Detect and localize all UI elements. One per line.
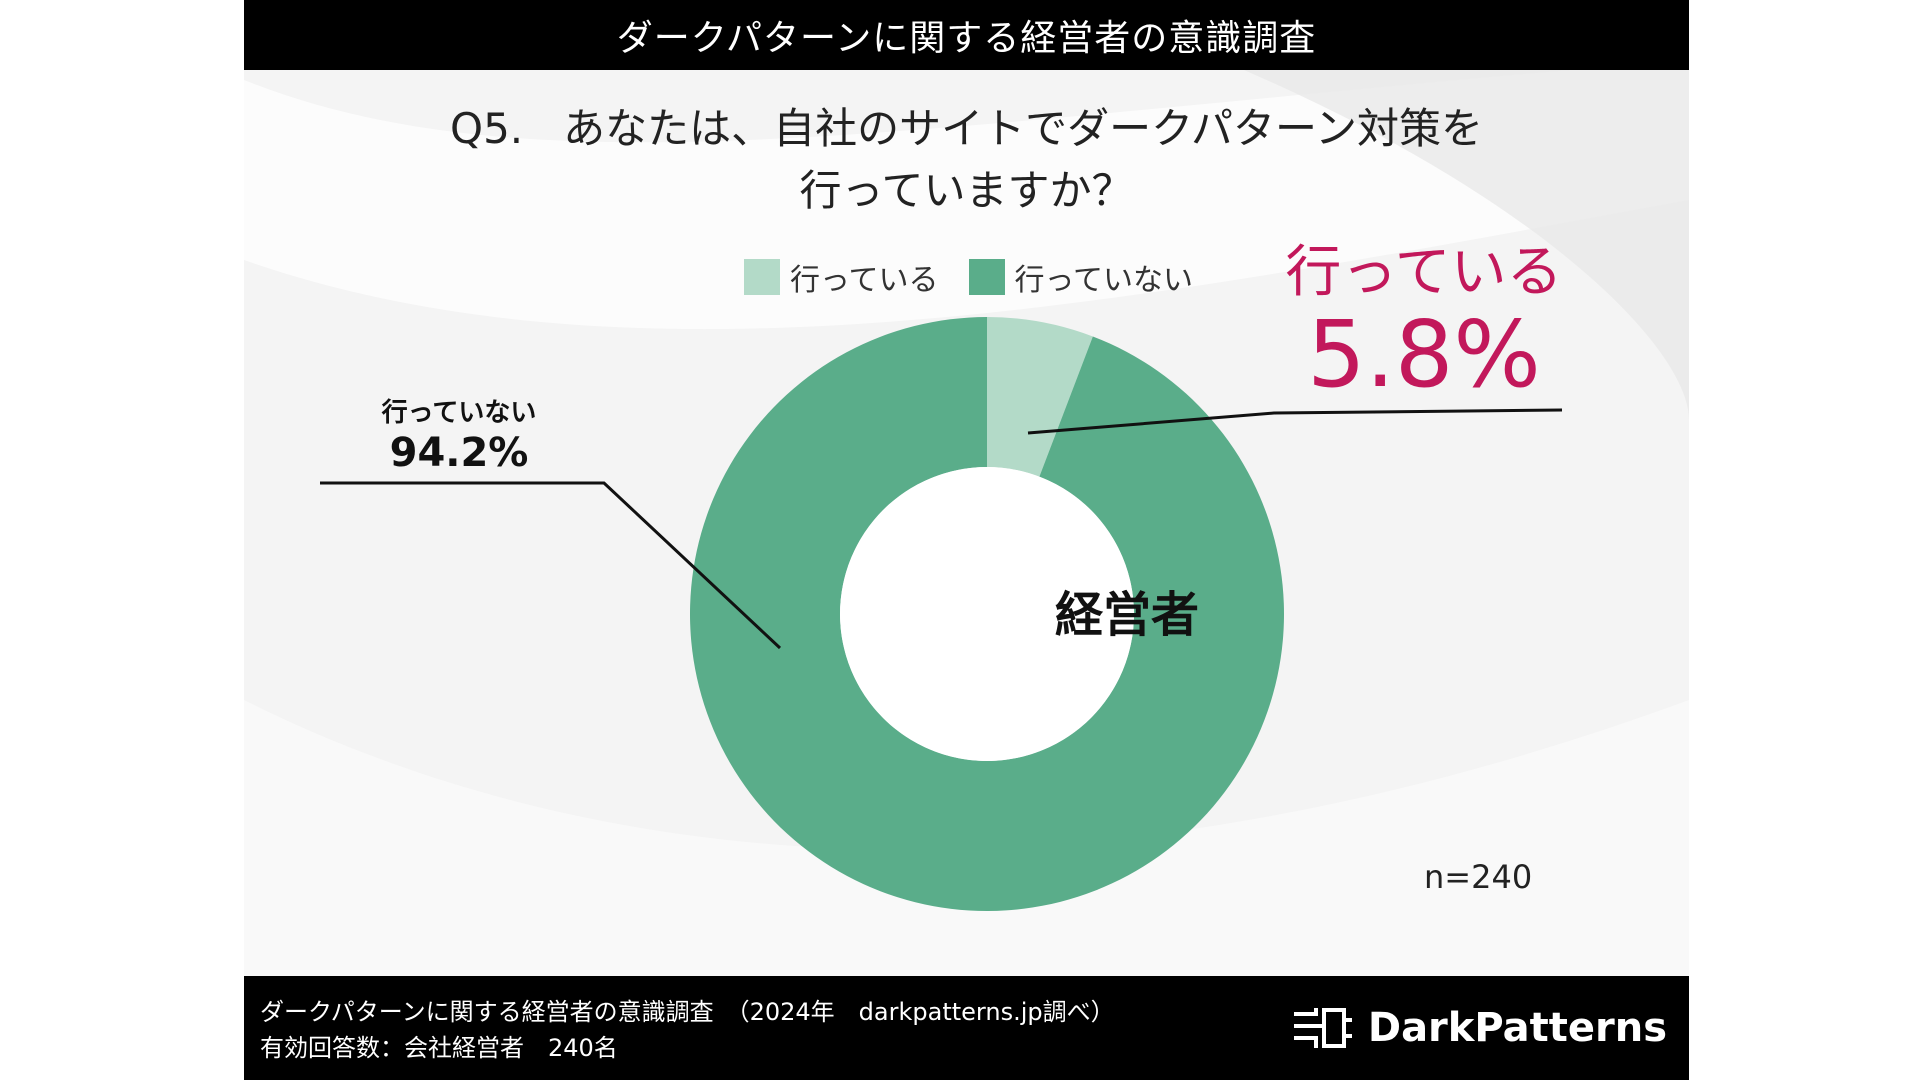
donut-hole (840, 467, 1134, 761)
callout-doing: 行っている 5.8% (1274, 245, 1574, 401)
header-title: ダークパターンに関する経営者の意識調査 (616, 18, 1317, 59)
chart-legend: 行っている 行っていない (744, 255, 1193, 299)
legend-swatch-doing (744, 259, 780, 295)
callout-not-doing-value: 94.2% (389, 430, 529, 477)
legend-label-not-doing: 行っていない (1014, 263, 1194, 298)
callout-doing-label: 行っている (1285, 240, 1563, 305)
callout-not-doing-label: 行っていない (381, 398, 537, 428)
leader-line-doing (1027, 408, 1563, 435)
donut-center-label: 経営者 (1054, 587, 1199, 643)
question-line-2: 行っていますか？ (799, 166, 1134, 215)
infographic-card: ダークパターンに関する経営者の意識調査 Q5. あなたは、自社のサイトでダークパタ… (244, 0, 1689, 1080)
donut-chart (320, 317, 1563, 911)
legend-swatch-not-doing (968, 259, 1005, 295)
legend-item-not-doing: 行っていない (968, 255, 1194, 299)
question-number: Q5. (450, 104, 524, 153)
header-bar: ダークパターンに関する経営者の意識調査 (244, 0, 1689, 70)
footer-respondents: 有効回答数：会社経営者 240名 (260, 1034, 618, 1062)
brand-logo: DarkPatterns (1290, 1004, 1667, 1052)
callout-doing-value: 5.8% (1307, 301, 1541, 408)
footer-bar: ダークパターンに関する経営者の意識調査 （2024年 darkpatterns.… (244, 976, 1689, 1080)
donut-slice-doing (987, 317, 1093, 477)
footer-text: ダークパターンに関する経営者の意識調査 （2024年 darkpatterns.… (260, 994, 1115, 1066)
question-title: Q5. あなたは、自社のサイトでダークパターン対策を 行っていますか？ (244, 98, 1689, 222)
callout-not-doing: 行っていない 94.2% (344, 398, 574, 477)
brand-name: DarkPatterns (1367, 1005, 1667, 1051)
sample-size-label: n=240 (1424, 858, 1533, 896)
donut-slice-not-doing (689, 317, 1284, 911)
question-line-1: あなたは、自社のサイトでダークパターン対策を (563, 104, 1483, 153)
legend-item-doing: 行っている (744, 255, 939, 299)
leader-line-not-doing (320, 481, 782, 650)
chip-icon (1293, 1008, 1352, 1048)
legend-label-doing: 行っている (790, 263, 939, 298)
footer-source: ダークパターンに関する経営者の意識調査 （2024年 darkpatterns.… (260, 998, 1115, 1026)
